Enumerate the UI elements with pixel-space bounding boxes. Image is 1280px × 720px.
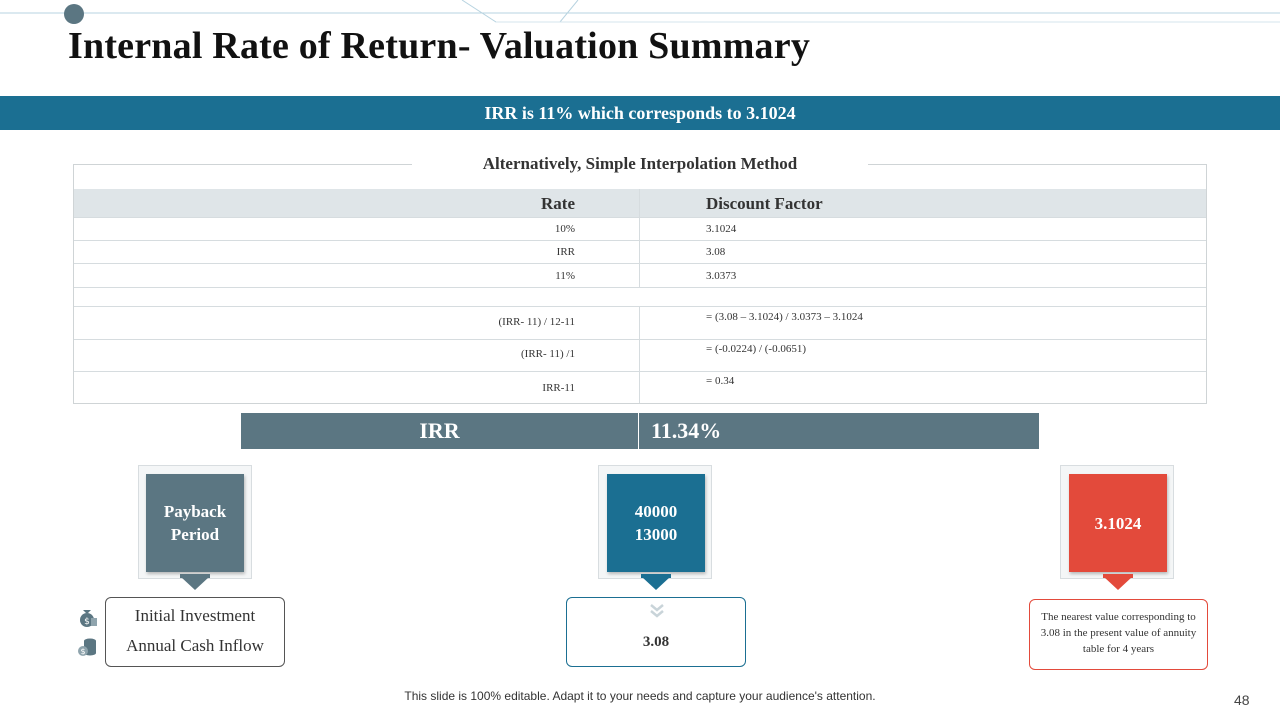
payback-card-base [180,574,210,578]
decoration-dot [64,4,84,24]
factor-card-text: 3.1024 [1094,513,1142,533]
irr-label: IRR [241,413,639,449]
factor-cell [640,288,1206,306]
table-row: (IRR- 11) / 12-11 = (3.08 – 3.1024) / 3.… [74,307,1206,340]
table-row: IRR 3.08 [74,241,1206,264]
header-discount-factor: Discount Factor [706,194,823,213]
rate-cell: IRR-11 [74,372,640,403]
table-header-row: Rate Discount Factor [74,189,1206,218]
factor-arrow-icon [1104,577,1132,590]
double-chevron-down-icon [647,602,667,620]
ratio-card-line1: 40000 [634,502,678,521]
svg-text:$: $ [80,647,85,656]
result-value: 3.08 [642,634,670,650]
payback-card: Payback Period [146,474,244,572]
table-row: 10% 3.1024 [74,218,1206,241]
rate-cell: 10% [74,218,640,240]
legend-annual-cash-inflow: Annual Cash Inflow [126,636,264,655]
ratio-card: 40000 13000 [607,474,705,572]
coins-icon: $ [76,636,98,658]
table-row: IRR-11 = 0.34 [74,372,1206,403]
table-row: (IRR- 11) /1 = (-0.0224) / (-0.0651) [74,340,1206,372]
irr-value: 11.34% [651,418,722,443]
payback-arrow-icon [181,577,209,590]
rate-cell [74,288,640,306]
factor-cell: = 0.34 [706,375,735,387]
rate-cell: IRR [74,241,640,263]
ratio-card-line2: 13000 [634,525,678,544]
table-row-empty [74,288,1206,307]
note-text: The nearest value corresponding to 3.08 … [1040,611,1197,655]
table-row: 11% 3.0373 [74,264,1206,288]
rate-cell: (IRR- 11) / 12-11 [74,307,640,339]
svg-text:$: $ [84,617,90,627]
rate-cell: 11% [74,264,640,287]
summary-banner: IRR is 11% which corresponds to 3.1024 [0,96,1280,130]
ratio-card-base [641,574,671,578]
legend-box: Initial Investment Annual Cash Inflow [105,597,285,667]
factor-card-base [1103,574,1133,578]
ratio-arrow-icon [642,577,670,590]
factor-cell: 3.08 [706,246,726,258]
page-title: Internal Rate of Return- Valuation Summa… [68,25,811,67]
table-caption: Alternatively, Simple Interpolation Meth… [412,152,868,176]
factor-cell: 3.0373 [706,270,737,282]
payback-card-line2: Period [170,525,220,544]
header-rate: Rate [74,189,640,217]
note-box: The nearest value corresponding to 3.08 … [1029,599,1208,670]
footer-text: This slide is 100% editable. Adapt it to… [404,689,876,703]
result-box: 3.08 [566,597,746,667]
factor-cell: = (-0.0224) / (-0.0651) [706,343,806,355]
irr-result-bar: IRR 11.34% [241,413,1039,449]
page-number: 48 [1234,692,1250,708]
factor-cell: 3.1024 [706,223,737,235]
rate-cell: (IRR- 11) /1 [74,340,640,371]
header-decoration [0,0,1280,23]
payback-card-line1: Payback [163,502,227,521]
factor-cell: = (3.08 – 3.1024) / 3.0373 – 3.1024 [706,311,863,323]
money-bag-icon: $ [76,606,98,628]
factor-card: 3.1024 [1069,474,1167,572]
legend-initial-investment: Initial Investment [134,606,256,625]
